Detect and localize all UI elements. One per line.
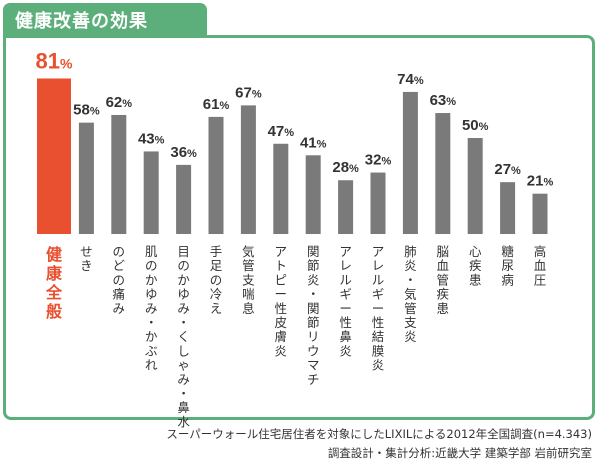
title-tab: 健康改善の効果 [3, 3, 207, 36]
bar-6 [240, 105, 256, 234]
category-label-6: 気管支喘息 [242, 244, 255, 316]
category-label-11: 肺炎・気管支炎 [404, 244, 417, 344]
bar-8 [305, 155, 321, 234]
value-label-6: 67% [235, 84, 262, 101]
bar-5 [208, 116, 224, 234]
chart-panel [3, 35, 595, 420]
value-label-2: 62% [106, 94, 133, 111]
value-label-11: 74% [397, 71, 424, 88]
bar-0 [37, 78, 71, 234]
value-label-9: 28% [332, 159, 359, 176]
category-label-4: 目のかゆみ・くしゃみ・鼻水 [177, 244, 190, 429]
bar-13 [467, 138, 483, 234]
bar-2 [111, 114, 127, 234]
category-label-15: 高血圧 [534, 244, 547, 287]
bar-10 [370, 172, 386, 234]
category-label-0: 健康全般 [45, 245, 63, 321]
category-label-9: アレルギー性鼻炎 [339, 244, 352, 358]
chart-title: 健康改善の効果 [15, 11, 148, 32]
category-label-3: 肌のかゆみ・かぶれ [145, 244, 158, 373]
category-label-2: のどの痛み [113, 244, 126, 316]
category-label-10: アレルギー性結膜炎 [372, 244, 385, 373]
value-label-3: 43% [138, 130, 165, 147]
value-label-0: 81% [36, 48, 73, 73]
bar-7 [273, 143, 289, 234]
value-label-7: 47% [268, 123, 295, 140]
value-label-13: 50% [462, 117, 489, 134]
value-label-12: 63% [430, 92, 457, 109]
value-label-1: 58% [73, 102, 100, 119]
category-label-7: アトピー性皮膚炎 [275, 244, 288, 358]
bar-11 [402, 91, 418, 234]
value-label-8: 41% [300, 134, 327, 151]
value-label-5: 61% [203, 96, 230, 113]
category-label-12: 脳血管疾患 [437, 244, 450, 316]
footnote-survey: スーパーウォール住宅居住者を対象にしたLIXILによる2012年全国調査(n=4… [166, 427, 592, 441]
category-label-13: 心疾患 [469, 244, 482, 287]
category-label-14: 糖尿病 [501, 244, 514, 287]
bar-9 [338, 180, 354, 234]
bar-4 [176, 164, 192, 234]
bar-1 [78, 122, 94, 234]
value-label-15: 21% [527, 173, 554, 190]
bar-15 [532, 193, 548, 234]
value-label-14: 27% [494, 161, 521, 178]
bar-3 [143, 151, 159, 234]
bar-12 [435, 113, 451, 234]
category-label-8: 関節炎・関節リウマチ [307, 244, 320, 387]
category-label-5: 手足の冷え [210, 244, 223, 316]
bar-14 [500, 182, 516, 234]
value-label-10: 32% [365, 152, 392, 169]
footnote-analysis: 調査設計・集計分析:近畿大学 建築学部 岩前研究室 [327, 446, 592, 460]
category-label-1: せき [80, 244, 93, 273]
value-label-4: 36% [170, 144, 197, 161]
